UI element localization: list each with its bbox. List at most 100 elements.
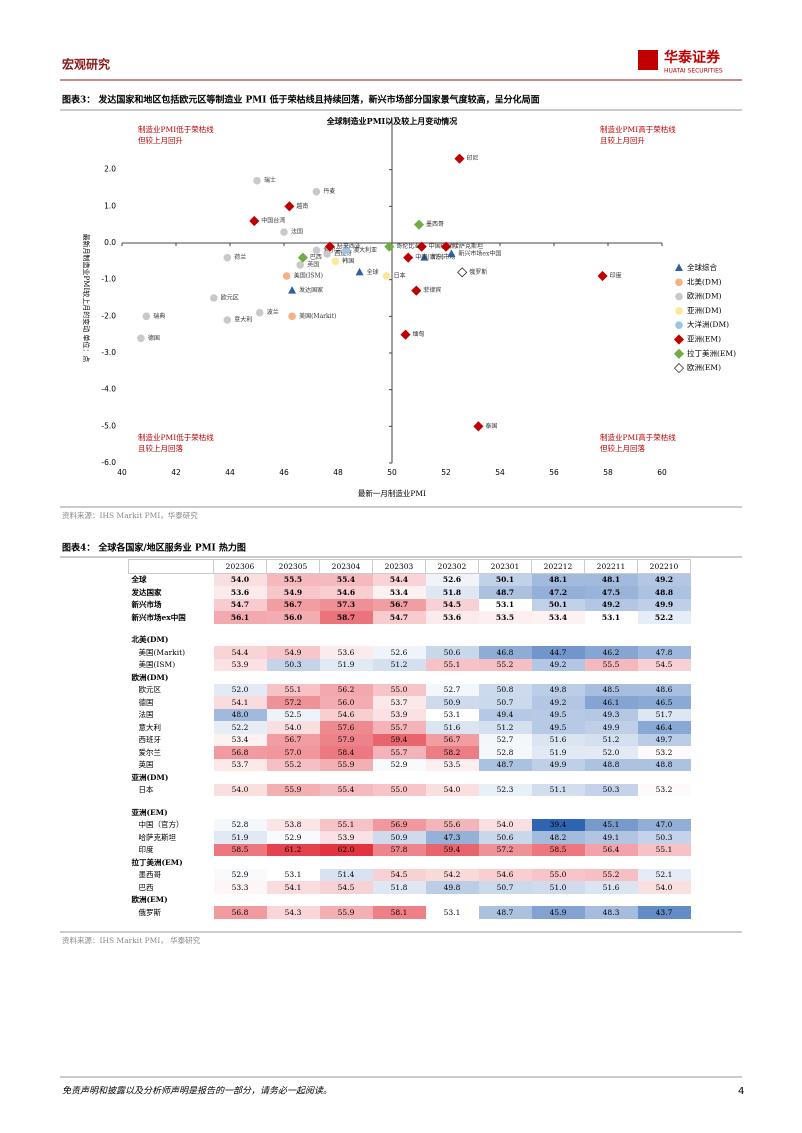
heat-cell: 54.0: [213, 783, 267, 796]
heat-cell: 46.1: [584, 696, 638, 709]
logo-icon: [638, 50, 658, 70]
logo-en: HUATAI SECURITIES: [664, 68, 723, 75]
legend-label: 大洋洲(DM): [687, 319, 729, 329]
heat-cell: 49.8: [531, 683, 585, 696]
group-row: 欧洲(DM): [129, 671, 691, 684]
data-row: 意大利 52.2 54.0 57.6 55.7 51.6 51.2 49.5 49.9 46.4: [129, 721, 691, 734]
heat-cell: 54.5: [372, 868, 426, 881]
heat-cell: 48.8: [637, 758, 691, 771]
heat-cell: 47.2: [531, 586, 585, 599]
point-label: 俄罗斯: [469, 268, 487, 276]
heat-cell: 56.9: [372, 818, 426, 831]
heat-cell: 55.4: [319, 783, 373, 796]
heat-cell: 52.2: [213, 721, 267, 734]
heat-cell: 54.1: [213, 696, 267, 709]
group-row: 欧洲(EM): [129, 894, 691, 907]
group-row: 北美(DM): [129, 634, 691, 647]
heat-cell: 54.7: [372, 611, 426, 624]
heat-cell: 57.8: [372, 843, 426, 856]
legend-swatch: [675, 292, 683, 301]
corner-cell: [128, 559, 214, 574]
data-row: 日本 54.0 55.9 55.4 55.0 54.0 52.3 51.1 50.3 53.2: [129, 783, 691, 796]
scatter-point: [440, 241, 452, 252]
heat-cell: 52.9: [372, 758, 426, 771]
section-title: 宏观研究: [62, 57, 110, 72]
heat-cell: 56.4: [584, 843, 638, 856]
point-label: 哈萨克斯坦: [453, 242, 483, 250]
heat-cell: 57.2: [478, 843, 532, 856]
data-row: 中国（官方） 52.8 53.8 55.1 56.9 55.6 54.0 39.4 45.1 47…: [129, 818, 691, 831]
figure-title: 图表4： 全球各国家/地区服务业 PMI 热力图: [62, 542, 246, 554]
heat-cell: 52.7: [425, 683, 479, 696]
heat-cell: 51.6: [584, 881, 638, 894]
column-header: 202303: [372, 559, 426, 574]
heat-cell: 51.2: [584, 733, 638, 746]
scatter-point: [253, 176, 261, 185]
row-label: 俄罗斯: [138, 907, 162, 917]
column-header: 202211: [584, 559, 638, 574]
heat-cell: 47.0: [637, 818, 691, 831]
data-row: 美国(ISM) 53.9 50.3 51.9 51.2 55.1 55.2 49.2 55.5 5…: [129, 658, 691, 671]
row-label: 英国: [138, 760, 154, 770]
heat-cell: 49.3: [584, 708, 638, 721]
quadrant-note: 且较上月回升: [600, 135, 645, 145]
quadrant-note: 且较上月回落: [138, 443, 183, 453]
point-label: 新兴市场ex中国: [458, 250, 501, 258]
heat-cell: 50.9: [372, 831, 426, 844]
heat-cell: 53.1: [478, 598, 532, 611]
heat-cell: 54.6: [319, 708, 373, 721]
heat-cell: 50.1: [531, 598, 585, 611]
heat-cell: 48.7: [478, 586, 532, 599]
point-label: 发达国家: [299, 286, 323, 294]
heat-cell: 58.2: [425, 746, 479, 759]
x-axis-label: 最新一月制造业PMI: [358, 488, 426, 498]
heat-cell: 53.1: [584, 611, 638, 624]
data-row: 美国(Markit) 54.4 54.9 53.6 52.6 50.6 46.8 44.7 46…: [129, 646, 691, 659]
data-row: 发达国家 53.6 54.9 54.6 53.4 51.8 48.7 47.2 47.5 48.8: [129, 586, 691, 599]
heat-cell: 47.5: [584, 586, 638, 599]
y-tick-label: -2.0: [101, 311, 116, 320]
heat-cell: 44.7: [531, 646, 585, 659]
heat-cell: 51.1: [531, 783, 585, 796]
quadrant-note: 制造业PMI低于荣枯线: [138, 432, 214, 442]
y-axis-label: 最新月制造业PMI较上月的变动 单位：点: [82, 234, 91, 363]
heat-cell: 54.0: [213, 573, 267, 586]
heat-cell: 52.5: [266, 708, 320, 721]
row-label: 美国(Markit): [138, 647, 186, 657]
row-label: 法国: [138, 710, 154, 720]
x-tick-label: 60: [657, 468, 667, 477]
data-row: 新兴市场 54.7 56.7 57.3 56.7 54.5 53.1 50.1 49.2 49.9: [129, 598, 691, 611]
row-label: 巴西: [138, 882, 154, 892]
heat-cell: 53.1: [425, 906, 479, 919]
heat-cell: 46.5: [637, 696, 691, 709]
y-tick-label: -3.0: [101, 348, 116, 357]
heat-cell: 51.8: [425, 586, 479, 599]
legend-label: 北美(DM): [687, 276, 722, 286]
row-label: 哈萨克斯坦: [138, 832, 177, 842]
heat-cell: 55.1: [266, 683, 320, 696]
heat-cell: 53.5: [425, 758, 479, 771]
source: 资料来源：IHS Markit PMI， 华泰研究: [62, 935, 201, 945]
group-label: 亚洲(EM): [131, 807, 168, 817]
heat-cell: 55.7: [372, 721, 426, 734]
heat-cell: 56.0: [266, 611, 320, 624]
point-label: 韩国: [342, 257, 354, 265]
heat-cell: 51.9: [213, 831, 267, 844]
scatter-point: [288, 286, 297, 294]
data-row: 墨西哥 52.9 53.1 51.4 54.5 54.2 54.6 55.0 55.2 52.1: [129, 868, 691, 881]
legend-label: 欧洲(EM): [687, 362, 721, 372]
heat-cell: 43.7: [637, 906, 691, 919]
heat-cell: 50.3: [266, 658, 320, 671]
data-row: 爱尔兰 56.8 57.0 58.4 55.7 58.2 52.8 51.9 52.0 53.2: [129, 746, 691, 759]
column-header: 202301: [478, 559, 532, 574]
scatter-point: [249, 215, 260, 227]
x-tick-label: 40: [117, 468, 127, 477]
heat-cell: 48.7: [478, 758, 532, 771]
heat-cell: 45.1: [584, 818, 638, 831]
heat-cell: 48.3: [584, 906, 638, 919]
scatter-point: [137, 334, 145, 343]
scatter-point: [400, 329, 411, 340]
row-label: 印度: [138, 845, 154, 855]
heat-cell: 54.6: [319, 586, 373, 599]
heat-cell: 55.9: [266, 783, 320, 796]
